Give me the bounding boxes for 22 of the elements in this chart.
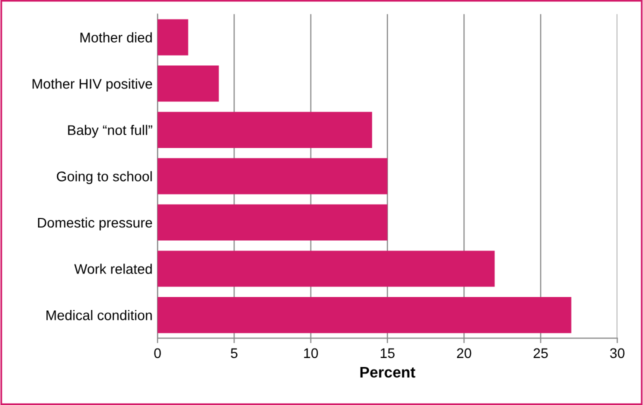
y-tick-label: Work related [74, 264, 152, 274]
x-tick-label: 20 [457, 348, 472, 358]
bar [158, 204, 388, 241]
x-tick-label: 30 [610, 348, 624, 358]
bar [158, 250, 495, 287]
x-tick-label: 15 [380, 348, 395, 358]
y-tick-label: Mother HIV positive [32, 78, 152, 92]
bar [158, 296, 572, 334]
bar [158, 66, 219, 102]
x-axis-title: Percent [360, 366, 416, 378]
x-tick-label: 25 [534, 348, 548, 358]
bar [158, 112, 372, 148]
y-tick-label: Medical condition [46, 310, 152, 320]
y-tick-label: Going to school [56, 171, 152, 184]
y-tick-label: Baby “not full” [68, 124, 152, 138]
x-tick-label: 5 [230, 348, 238, 358]
x-tick-label: 10 [304, 348, 318, 358]
x-tick-label: 0 [154, 348, 161, 358]
y-tick-label: Domestic pressure [38, 217, 152, 230]
y-tick-label: Mother died [80, 32, 152, 42]
bar [158, 158, 388, 194]
bar [158, 19, 188, 56]
